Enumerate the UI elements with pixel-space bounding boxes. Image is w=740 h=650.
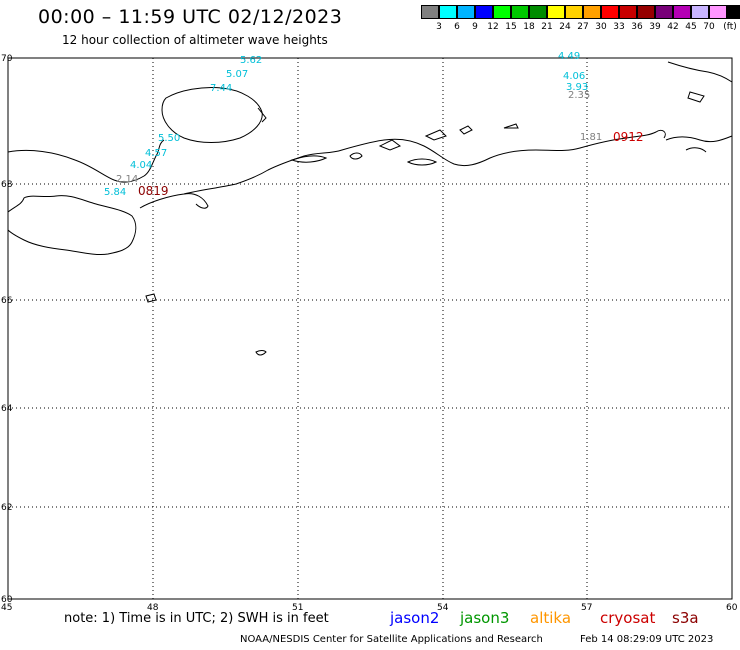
- satellite-jason3: jason3: [460, 609, 510, 627]
- legend-swatch-3: [475, 5, 493, 19]
- footer-credit: NOAA/NESDIS Center for Satellite Applica…: [240, 634, 543, 645]
- white-sea-coast: [7, 195, 137, 255]
- legend-label-7: 21: [541, 22, 553, 32]
- legend-label-5: 15: [505, 22, 517, 32]
- lat-label-66: 66: [1, 296, 13, 306]
- inland-lake-1: [145, 293, 157, 303]
- observation-label: 3.93: [566, 82, 588, 93]
- pechora-coast: [183, 129, 666, 195]
- observation-label: 5.50: [158, 133, 180, 144]
- islet-4: [378, 139, 402, 151]
- pass-time-label: 0819: [138, 184, 169, 198]
- map-frame: [7, 57, 733, 600]
- kolguev-island: [161, 87, 263, 143]
- legend-label-13: 39: [649, 22, 661, 32]
- islet-6: [459, 125, 473, 135]
- legend-unit: (ft): [723, 22, 737, 32]
- legend-swatch-9: [583, 5, 601, 19]
- observation-label: 7.44: [210, 83, 232, 94]
- islet-3: [406, 158, 438, 166]
- lon-label-54: 54: [437, 603, 449, 613]
- footer-generated-time: Feb 14 08:29:09 UTC 2023: [580, 634, 714, 645]
- legend-label-14: 42: [667, 22, 679, 32]
- legend-swatch-6: [529, 5, 547, 19]
- observation-label: 2.14: [116, 174, 138, 185]
- legend-swatch-17: [727, 5, 740, 19]
- lat-label-70: 70: [1, 54, 13, 64]
- satellite-cryosat: cryosat: [600, 609, 656, 627]
- footer-note: note: 1) Time is in UTC; 2) SWH is in fe…: [64, 611, 329, 626]
- observation-label: 5.07: [226, 69, 248, 80]
- observation-label: 4.06: [563, 71, 585, 82]
- graticule: [8, 58, 732, 599]
- islet-1: [290, 155, 328, 163]
- inland-lake-2: [255, 350, 267, 356]
- island-ne-2: [685, 147, 707, 153]
- legend-swatch-16: [709, 5, 727, 19]
- legend-swatch-0: [421, 5, 439, 19]
- novaya-zemlya-coast: [667, 61, 733, 83]
- legend-label-4: 12: [487, 22, 499, 32]
- legend-label-10: 30: [595, 22, 607, 32]
- observation-label: 4.49: [558, 51, 580, 62]
- pass-time-labels: 0819 0912: [138, 130, 644, 198]
- legend-swatch-15: [691, 5, 709, 19]
- legend-label-16: 70: [703, 22, 715, 32]
- wave-observations: 5.62 5.07 7.44 5.50 4.57 4.04 2.14 5.84 …: [104, 51, 602, 198]
- legend-swatch-11: [619, 5, 637, 19]
- legend-label-2: 6: [454, 22, 460, 32]
- observation-label: 1.81: [580, 132, 602, 143]
- lat-label-62: 62: [1, 503, 12, 513]
- legend-label-11: 33: [613, 22, 625, 32]
- kola-coast: [7, 139, 165, 183]
- satellite-jason2: jason2: [390, 609, 440, 627]
- map-title: 00:00 – 11:59 UTC 02/12/2023: [38, 6, 343, 28]
- island-ne-1: [687, 91, 705, 103]
- lon-label-60: 60: [726, 603, 738, 613]
- longitude-labels: 45 48 51 54 57 60: [1, 603, 738, 613]
- observation-label: 4.04: [130, 160, 152, 171]
- legend-label-9: 27: [577, 22, 589, 32]
- observation-label: 5.62: [240, 55, 262, 66]
- legend-swatch-5: [511, 5, 529, 19]
- observation-label: 4.57: [145, 148, 167, 159]
- legend-label-1: 3: [436, 22, 442, 32]
- legend-swatch-2: [457, 5, 475, 19]
- lon-label-57: 57: [581, 603, 592, 613]
- legend-swatch-13: [655, 5, 673, 19]
- lat-label-68: 68: [1, 180, 13, 190]
- lon-label-45: 45: [1, 603, 12, 613]
- islet-2: [349, 152, 363, 160]
- mezen-bay: [139, 193, 209, 209]
- legend-swatch-10: [601, 5, 619, 19]
- observation-label: 5.84: [104, 187, 126, 198]
- kolguev-spit: [257, 107, 267, 123]
- legend-label-6: 18: [523, 22, 535, 32]
- satellite-s3a: s3a: [672, 609, 699, 627]
- legend-swatch-8: [565, 5, 583, 19]
- coastline: [7, 61, 733, 356]
- lat-label-64: 64: [1, 404, 13, 414]
- satellite-altika: altika: [530, 609, 572, 627]
- pass-time-label: 0912: [613, 130, 644, 144]
- lon-label-48: 48: [147, 603, 159, 613]
- lon-label-51: 51: [292, 603, 303, 613]
- legend-swatch-12: [637, 5, 655, 19]
- legend-swatch-4: [493, 5, 511, 19]
- legend-swatch-7: [547, 5, 565, 19]
- observation-label: 2.35: [568, 90, 590, 101]
- lat-label-60: 60: [1, 595, 13, 605]
- latitude-labels: 70 68 66 64 62 60: [1, 54, 13, 605]
- map-subtitle: 12 hour collection of altimeter wave hei…: [62, 33, 328, 47]
- legend-label-15: 45: [685, 22, 697, 32]
- legend-label-12: 36: [631, 22, 643, 32]
- islet-5: [424, 129, 447, 141]
- legend-swatch-14: [673, 5, 691, 19]
- legend-swatch-1: [439, 5, 457, 19]
- legend-label-3: 9: [472, 22, 478, 32]
- legend-label-8: 24: [559, 22, 571, 32]
- islet-7: [503, 123, 519, 129]
- vaygach-coast: [665, 135, 733, 143]
